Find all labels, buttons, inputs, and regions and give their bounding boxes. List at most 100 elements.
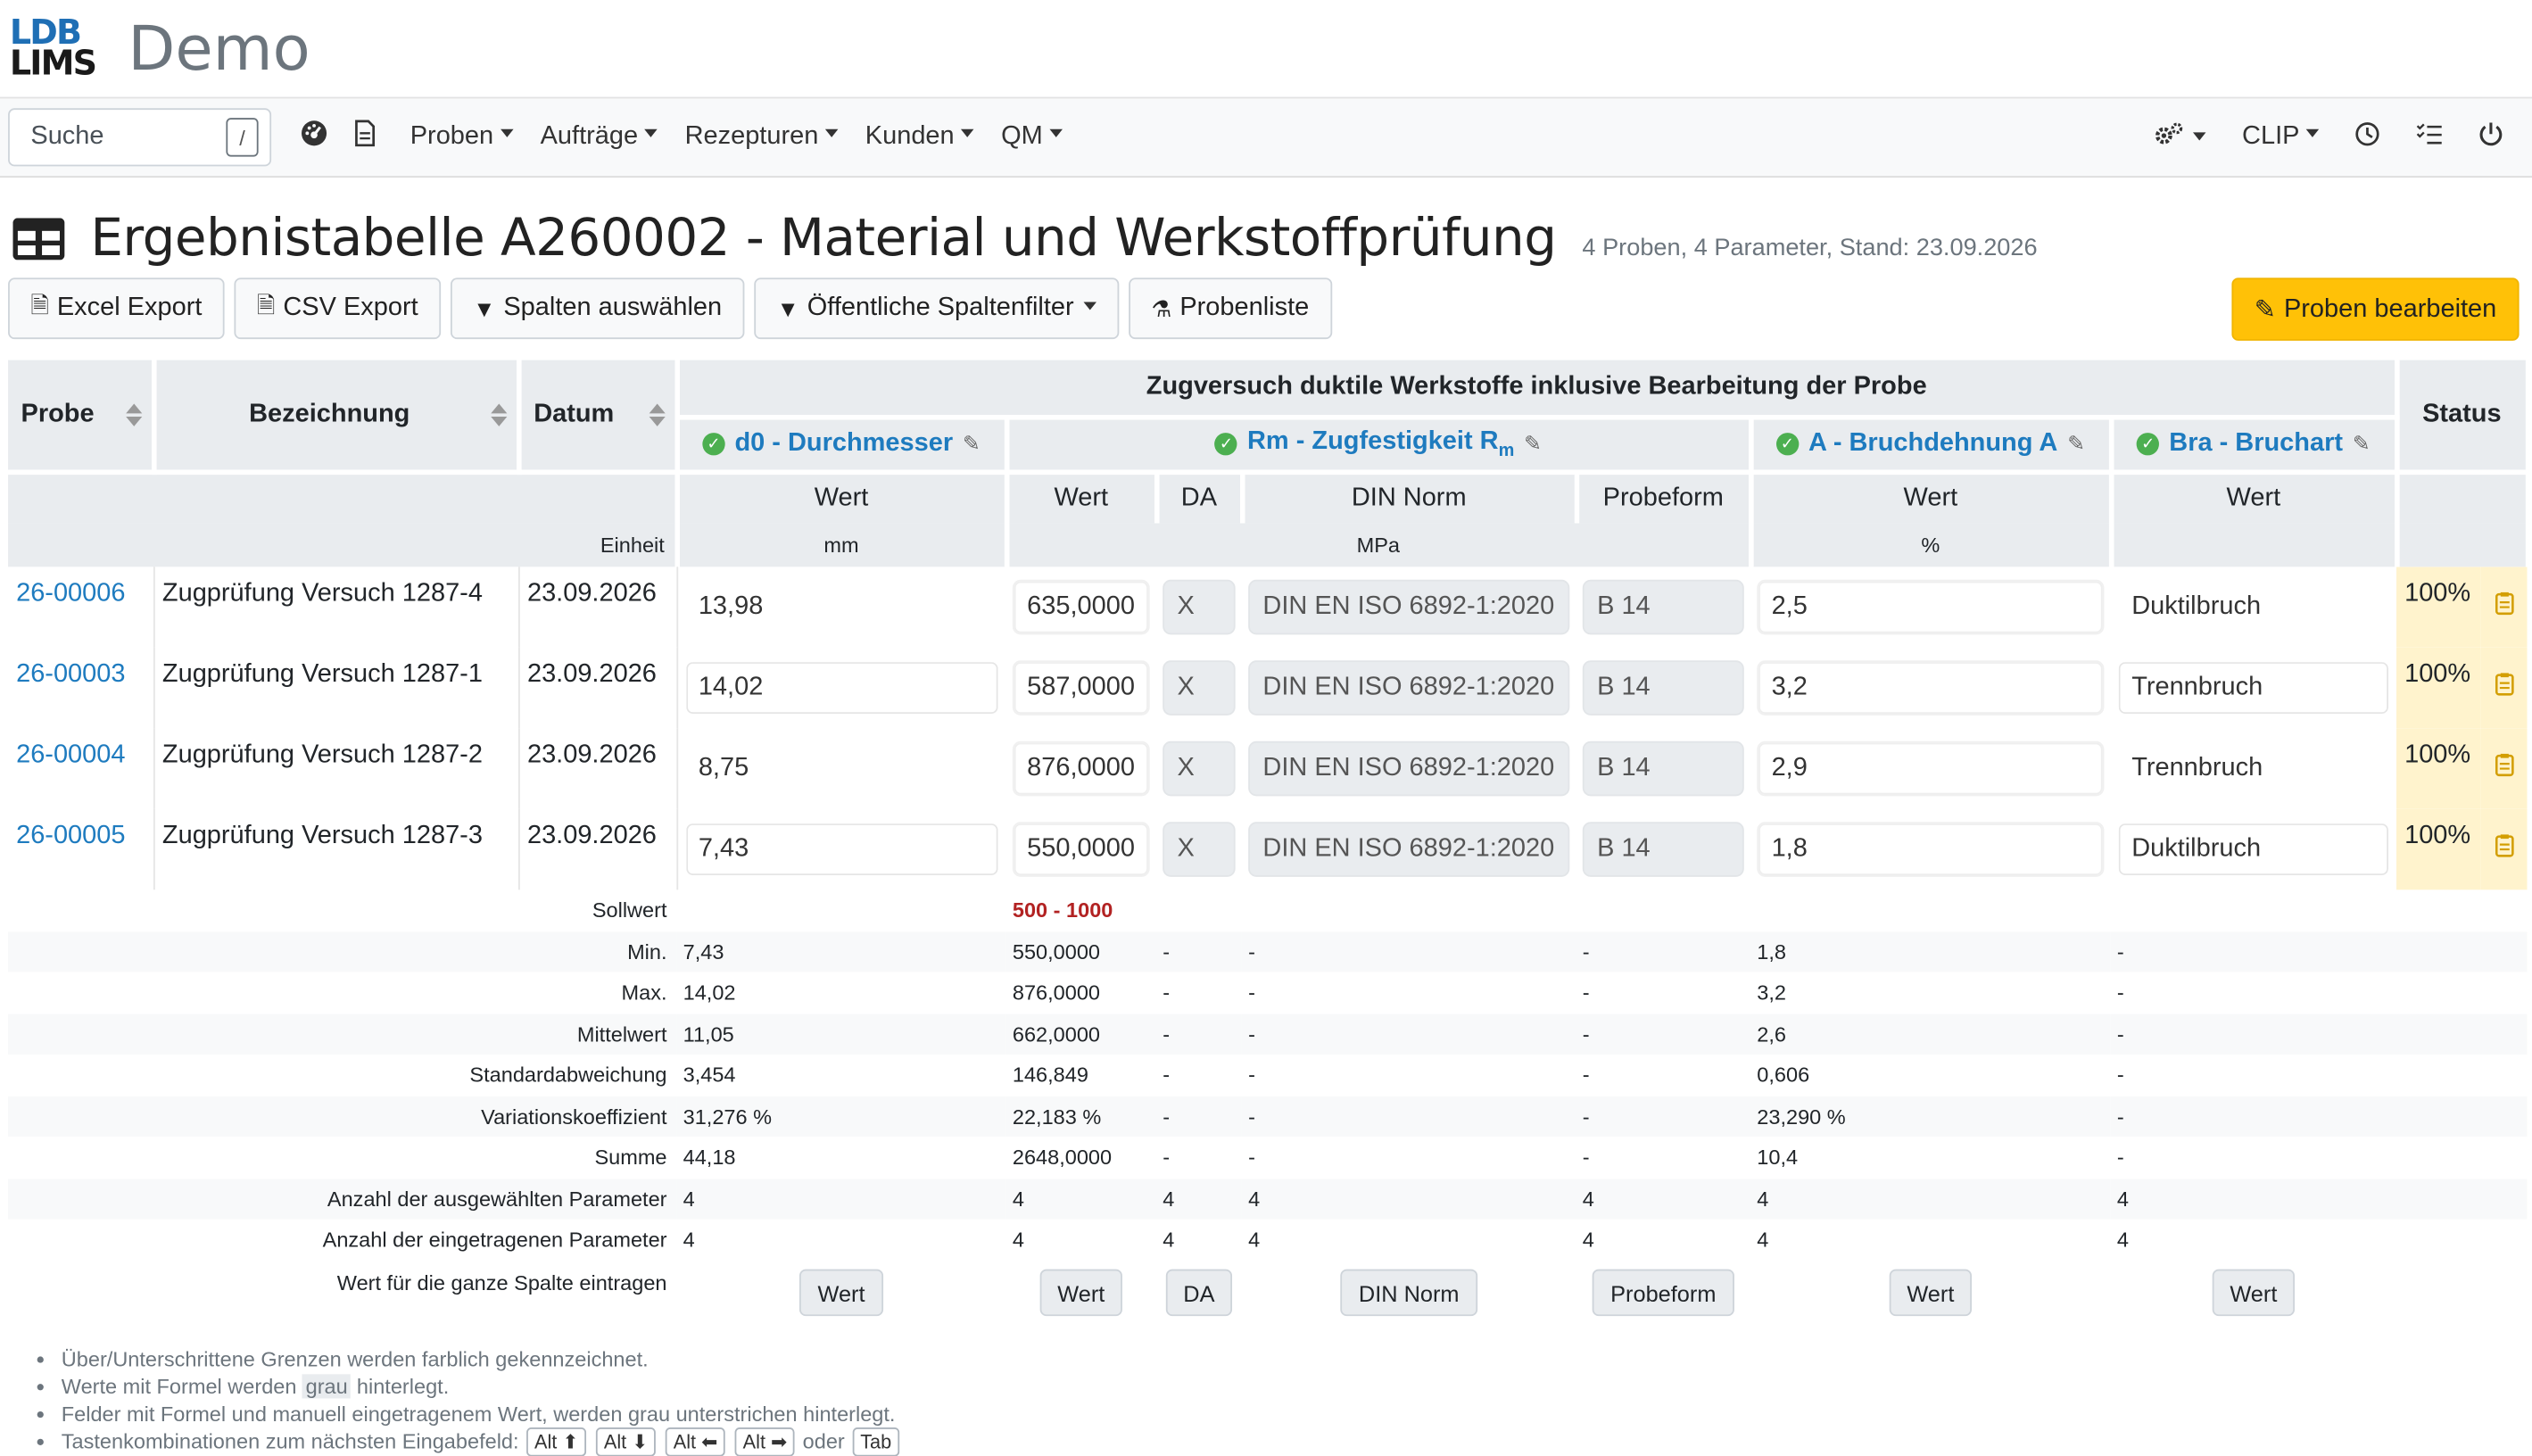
- search-input[interactable]: Suche /: [8, 108, 272, 167]
- kbd-alt-right: Alt ➡: [734, 1427, 796, 1456]
- bra-input[interactable]: Trennbruch: [2116, 740, 2390, 797]
- bezeichnung-cell: Zugprüfung Versuch 1287-3: [153, 808, 519, 890]
- probe-link[interactable]: 26-00005: [16, 822, 126, 850]
- csv-export-button[interactable]: 🗎 CSV Export: [234, 277, 442, 340]
- din-input[interactable]: DIN EN ISO 6892-1:2020: [1248, 660, 1570, 716]
- pencil-icon[interactable]: ✎: [962, 431, 981, 456]
- public-column-filter-button[interactable]: ▼ Öffentliche Spaltenfilter: [754, 277, 1120, 340]
- a-input[interactable]: 2,9: [1757, 740, 2105, 797]
- fill-probeform-button[interactable]: Probeform: [1593, 1269, 1734, 1317]
- probe-link[interactable]: 26-00004: [16, 740, 126, 769]
- a-input[interactable]: 2,5: [1757, 579, 2105, 635]
- clipboard-icon[interactable]: [2480, 647, 2528, 729]
- ldb-lims-logo[interactable]: LDB LIMS: [9, 12, 97, 83]
- bra-input[interactable]: Duktilbruch: [2116, 579, 2390, 635]
- stat-pf: -: [1576, 931, 1751, 972]
- din-input[interactable]: DIN EN ISO 6892-1:2020: [1248, 740, 1570, 797]
- fill-d0-button[interactable]: Wert: [799, 1269, 883, 1317]
- nav-kunden[interactable]: Kunden: [865, 123, 974, 153]
- subheader-wert: Wert: [1750, 471, 2114, 524]
- dashboard-icon[interactable]: [301, 120, 328, 155]
- status-percent: 100%: [2396, 647, 2481, 729]
- sort-icon[interactable]: [490, 403, 507, 426]
- stat-label: Anzahl der eingetragenen Parameter: [8, 1219, 677, 1261]
- excel-export-button[interactable]: 🗎 Excel Export: [8, 277, 225, 340]
- rm-input[interactable]: 587,0000: [1012, 660, 1150, 716]
- history-icon[interactable]: [2354, 120, 2380, 154]
- chevron-down-icon: [644, 129, 658, 138]
- rm-input[interactable]: 550,0000: [1012, 822, 1150, 877]
- probe-link[interactable]: 26-00006: [16, 579, 126, 608]
- param-header-bra[interactable]: ✓ Bra - Bruchart ✎: [2110, 416, 2399, 475]
- param-header-a[interactable]: ✓ A - Bruchdehnung A ✎: [1750, 416, 2114, 475]
- stat-label: Anzahl der ausgewählten Parameter: [8, 1178, 677, 1220]
- fill-da-button[interactable]: DA: [1165, 1269, 1233, 1317]
- power-icon[interactable]: [2478, 120, 2503, 154]
- filter-icon: ▼: [776, 295, 799, 322]
- column-bezeichnung[interactable]: Bezeichnung: [153, 360, 521, 475]
- clip-menu[interactable]: CLIP: [2242, 123, 2320, 153]
- clipboard-icon[interactable]: [2480, 567, 2528, 648]
- sample-list-button[interactable]: ⚗ Probenliste: [1129, 277, 1332, 340]
- clipboard-icon[interactable]: [2480, 728, 2528, 809]
- rm-input[interactable]: 876,0000: [1012, 740, 1150, 797]
- nav-proben[interactable]: Proben: [410, 123, 513, 153]
- probeform-input[interactable]: B 14: [1582, 740, 1744, 797]
- bra-input[interactable]: Trennbruch: [2116, 660, 2390, 716]
- nav-qm[interactable]: QM: [1001, 123, 1063, 153]
- column-status: Status: [2396, 360, 2530, 475]
- select-columns-button[interactable]: ▼ Spalten auswählen: [450, 277, 745, 340]
- nav-rezepturen[interactable]: Rezepturen: [685, 123, 839, 153]
- da-input[interactable]: X: [1163, 822, 1236, 877]
- fill-a-button[interactable]: Wert: [1889, 1269, 1973, 1317]
- fill-din-button[interactable]: DIN Norm: [1340, 1269, 1477, 1317]
- pencil-icon[interactable]: ✎: [2067, 431, 2085, 456]
- document-icon[interactable]: [353, 120, 376, 155]
- param-header-d0[interactable]: ✓ d0 - Durchmesser ✎: [676, 416, 1009, 475]
- settings-menu[interactable]: [2155, 120, 2207, 154]
- subheader-da: DA: [1155, 471, 1245, 524]
- da-input[interactable]: X: [1163, 740, 1236, 797]
- tasks-icon[interactable]: [2416, 120, 2444, 154]
- probeform-input[interactable]: B 14: [1582, 660, 1744, 716]
- d0-input[interactable]: 7,43: [683, 822, 1000, 877]
- rm-input[interactable]: 635,0000: [1012, 579, 1150, 635]
- a-input[interactable]: 1,8: [1757, 822, 2105, 877]
- column-probe[interactable]: Probe: [8, 360, 156, 475]
- pencil-icon[interactable]: ✎: [2352, 431, 2371, 456]
- da-input[interactable]: X: [1163, 579, 1236, 635]
- probeform-input[interactable]: B 14: [1582, 579, 1744, 635]
- subheader-spacer: [8, 471, 680, 524]
- d0-input[interactable]: 8,75: [683, 740, 1000, 797]
- nav-auftraege[interactable]: Aufträge: [541, 123, 658, 153]
- d0-input[interactable]: 13,98: [683, 579, 1000, 635]
- clipboard-icon[interactable]: [2480, 808, 2528, 890]
- sollwert-bra: [2110, 889, 2397, 931]
- pencil-icon[interactable]: ✎: [1524, 431, 1542, 456]
- bra-input[interactable]: Duktilbruch: [2116, 822, 2390, 877]
- stat-rm: 4: [1005, 1219, 1156, 1261]
- sort-icon[interactable]: [125, 403, 142, 426]
- d0-input[interactable]: 14,02: [683, 660, 1000, 716]
- stat-d0: 31,276 %: [676, 1096, 1006, 1138]
- column-datum[interactable]: Datum: [518, 360, 680, 475]
- sort-icon[interactable]: [648, 403, 665, 426]
- brand-title: Demo: [128, 12, 310, 85]
- probe-link[interactable]: 26-00003: [16, 660, 126, 689]
- edit-samples-button[interactable]: ✎ Proben bearbeiten: [2231, 277, 2520, 341]
- din-input[interactable]: DIN EN ISO 6892-1:2020: [1248, 822, 1570, 877]
- param-header-rm[interactable]: ✓ Rm - Zugfestigkeit Rm ✎: [1005, 416, 1753, 475]
- stat-d0: 3,454: [676, 1054, 1006, 1096]
- kbd-tab: Tab: [852, 1427, 900, 1456]
- stat-d0: 4: [676, 1219, 1006, 1261]
- stat-bra: 4: [2110, 1219, 2397, 1261]
- fill-bra-button[interactable]: Wert: [2212, 1269, 2296, 1317]
- probeform-input[interactable]: B 14: [1582, 822, 1744, 877]
- unit-label: Einheit: [8, 523, 680, 567]
- fill-rm-button[interactable]: Wert: [1039, 1269, 1123, 1317]
- stat-bra: -: [2110, 1096, 2397, 1138]
- stat-a: 3,2: [1750, 972, 2111, 1013]
- din-input[interactable]: DIN EN ISO 6892-1:2020: [1248, 579, 1570, 635]
- da-input[interactable]: X: [1163, 660, 1236, 716]
- a-input[interactable]: 3,2: [1757, 660, 2105, 716]
